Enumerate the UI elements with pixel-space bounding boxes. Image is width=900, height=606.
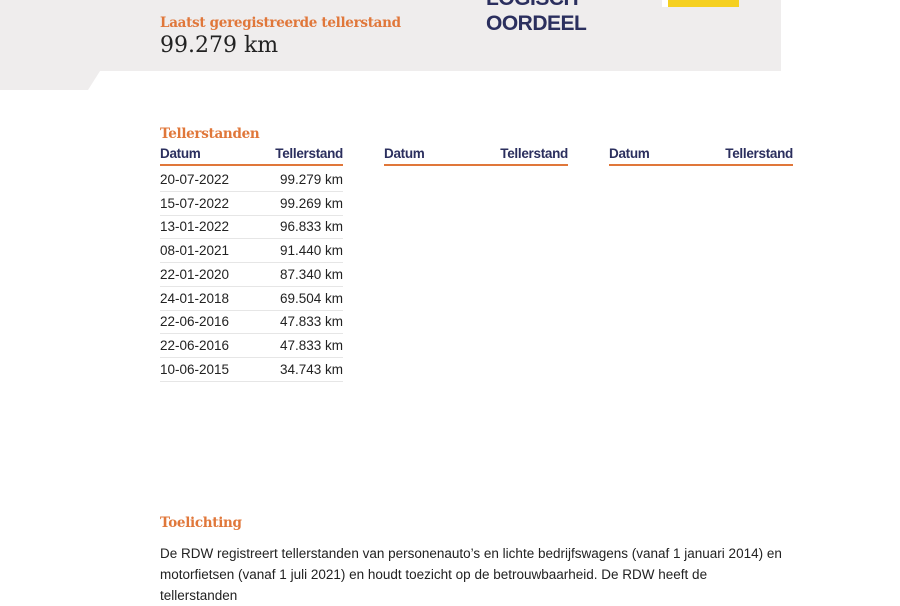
table-row: 15-07-2022 99.269 km: [160, 192, 343, 216]
column-header: Datum Tellerstand: [384, 146, 568, 166]
row-date: 24-01-2018: [160, 290, 230, 306]
table-row: 10-06-2015 34.743 km: [160, 358, 343, 382]
column-header: Datum Tellerstand: [609, 146, 793, 166]
row-date: 22-06-2016: [160, 337, 230, 353]
header-banner: [0, 0, 781, 90]
column-reading: Tellerstand: [725, 146, 793, 161]
table-row: 08-01-2021 91.440 km: [160, 239, 343, 264]
verdict: LOGISCH OORDEEL: [486, 0, 587, 36]
row-reading: 69.504 km: [279, 290, 343, 306]
table-row: 22-01-2020 87.340 km: [160, 263, 343, 287]
row-reading: 99.279 km: [279, 172, 343, 187]
verdict-line: LOGISCH: [486, 0, 586, 11]
row-reading: 47.833 km: [279, 337, 343, 353]
row-reading: 96.833 km: [279, 219, 343, 235]
row-reading: 87.340 km: [279, 266, 343, 282]
row-date: 22-06-2016: [160, 314, 230, 330]
row-date: 20-07-2022: [160, 172, 230, 187]
row-reading: 47.833 km: [279, 314, 343, 330]
yellow-badge: [668, 0, 739, 7]
column-header: Datum Tellerstand: [160, 146, 343, 166]
table-row: 22-06-2016 47.833 km: [160, 334, 343, 358]
note-text: De RDW registreert tellerstanden van per…: [160, 546, 782, 603]
last-reading-label: Laatst geregistreerde tellerstand: [160, 15, 401, 31]
row-date: 15-07-2022: [160, 195, 230, 211]
row-date: 10-06-2015: [160, 361, 230, 377]
banner-shape: [0, 0, 781, 90]
badge-edge: [662, 0, 668, 7]
row-reading: 99.269 km: [279, 195, 343, 211]
table-row: 13-01-2022 96.833 km: [160, 215, 343, 240]
row-date: 08-01-2021: [160, 243, 230, 259]
row-date: 22-01-2020: [160, 266, 230, 282]
verdict-line: OORDEEL: [486, 12, 587, 35]
table-row: 20-07-2022 99.279 km: [160, 168, 343, 192]
column-date: Datum: [384, 146, 425, 161]
last-reading-value: 99.279 km: [160, 33, 279, 58]
row-reading: 91.440 km: [279, 243, 343, 259]
row-date: 13-01-2022: [160, 219, 230, 235]
row-reading: 34.743 km: [279, 361, 343, 377]
table-row: 24-01-2018 69.504 km: [160, 287, 343, 311]
column-reading: Tellerstand: [275, 146, 343, 161]
table-row: 22-06-2016 47.833 km: [160, 310, 343, 335]
column-date: Datum: [160, 146, 201, 161]
column-reading: Tellerstand: [500, 146, 568, 161]
note-title: Toelichting: [160, 515, 242, 531]
column-date: Datum: [609, 146, 650, 161]
table-title: Tellerstanden: [160, 126, 260, 142]
